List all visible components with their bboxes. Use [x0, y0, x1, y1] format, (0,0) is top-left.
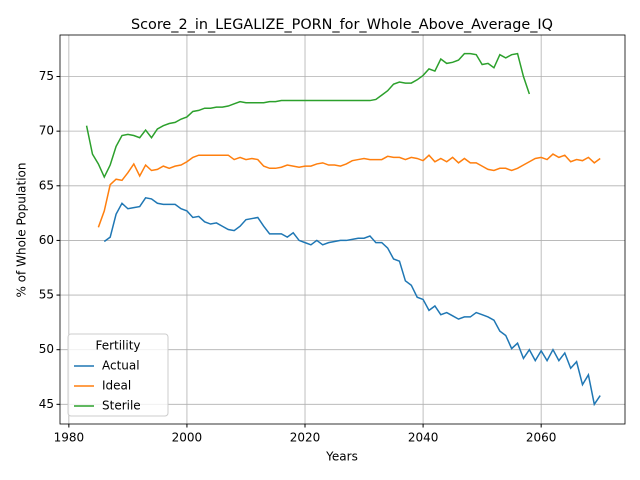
- x-axis-label: Years: [325, 450, 358, 464]
- chart-title: Score_2_in_LEGALIZE_PORN_for_Whole_Above…: [131, 17, 553, 33]
- line-series: [85, 52, 531, 179]
- x-tick-label: 2020: [290, 431, 321, 445]
- y-tick-label: 75: [39, 69, 54, 83]
- legend-label: Actual: [102, 359, 140, 373]
- y-tick-label: 50: [39, 342, 54, 356]
- legend-label: Ideal: [102, 379, 131, 393]
- plot-frame: [59, 34, 626, 425]
- line-series: [103, 196, 601, 407]
- x-tick-label: 1980: [54, 431, 85, 445]
- legend-box: [67, 333, 169, 417]
- x-tick-label: 2000: [172, 431, 203, 445]
- legend-label: Sterile: [102, 399, 141, 413]
- y-tick-label: 65: [39, 178, 54, 192]
- y-tick-label: 45: [39, 397, 54, 411]
- x-tick-label: 2040: [408, 431, 439, 445]
- legend-title: Fertility: [95, 339, 140, 353]
- y-tick-label: 60: [39, 233, 54, 247]
- line-series: [97, 153, 601, 228]
- y-axis-label: % of Whole Population: [15, 163, 29, 298]
- x-tick-label: 2060: [526, 431, 557, 445]
- y-tick-label: 55: [39, 288, 54, 302]
- y-tick-label: 70: [39, 124, 54, 138]
